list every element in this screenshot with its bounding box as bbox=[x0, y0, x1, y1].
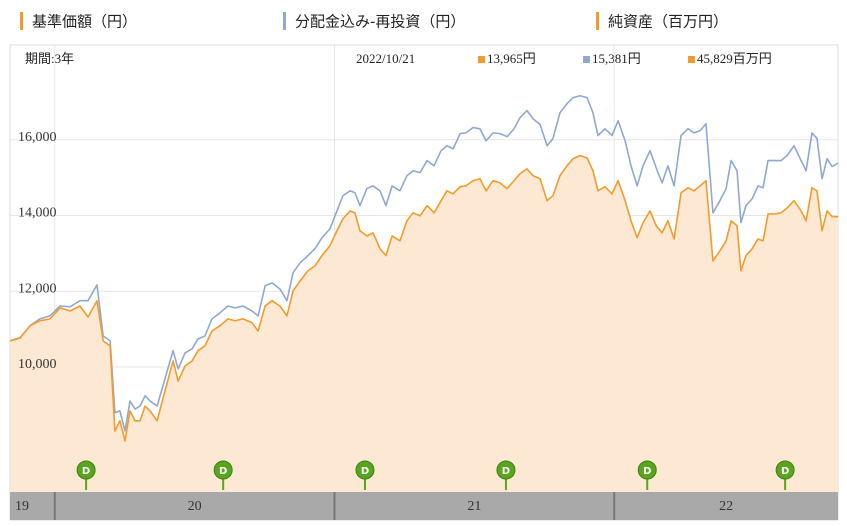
dividend-label: D bbox=[502, 466, 510, 477]
line bbox=[9, 154, 839, 442]
date-label: 2022/10/21 bbox=[356, 51, 415, 66]
y-tick-label: 10,000 bbox=[18, 357, 57, 372]
x-tick-label: 19 bbox=[15, 499, 29, 514]
y-tick-label: 14,000 bbox=[18, 206, 57, 221]
dividend-marker bbox=[496, 460, 516, 480]
dividend-marker bbox=[637, 460, 657, 480]
legend-label: 基準価額（円） bbox=[32, 13, 137, 31]
dividend-marker bbox=[76, 460, 96, 480]
x-tick-label: 21 bbox=[467, 499, 481, 514]
legend-swatch bbox=[283, 12, 286, 30]
area bbox=[10, 155, 838, 493]
latest-value: 13,965円 bbox=[487, 51, 536, 66]
latest-swatch bbox=[688, 56, 695, 63]
y-tick-label: 16,000 bbox=[18, 130, 57, 145]
dividend-label: D bbox=[643, 466, 651, 477]
dividend-marker bbox=[213, 460, 233, 480]
period-label: 期間:3年 bbox=[25, 51, 74, 66]
dividend-marker bbox=[355, 460, 375, 480]
dividend-label: D bbox=[219, 466, 227, 477]
x-tick-label: 22 bbox=[719, 499, 733, 514]
legend-swatch bbox=[20, 12, 23, 30]
y-tick-label: 12,000 bbox=[18, 281, 57, 296]
x-tick-label: 20 bbox=[188, 499, 202, 514]
dividend-label: D bbox=[361, 466, 369, 477]
legend-swatch bbox=[596, 12, 599, 30]
line bbox=[9, 94, 839, 432]
legend-label: 純資産（百万円） bbox=[608, 13, 728, 31]
latest-swatch bbox=[583, 56, 590, 63]
x-axis-bar bbox=[10, 492, 838, 520]
dividend-marker bbox=[775, 460, 795, 480]
latest-swatch bbox=[478, 56, 485, 63]
latest-value: 15,381円 bbox=[592, 51, 641, 66]
dividend-label: D bbox=[781, 466, 789, 477]
dividend-label: D bbox=[82, 466, 90, 477]
legend-label: 分配金込み-再投資（円） bbox=[295, 13, 465, 31]
latest-value: 45,829百万円 bbox=[697, 51, 772, 66]
